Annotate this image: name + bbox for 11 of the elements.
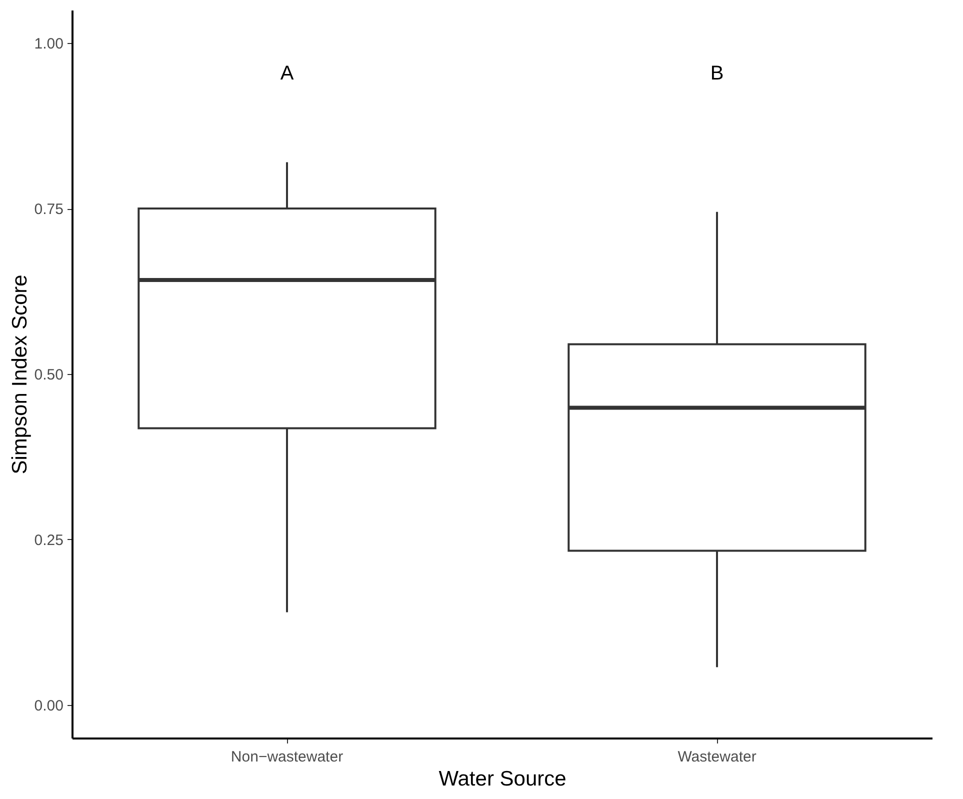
y-axis-title: Simpson Index Score (8, 274, 32, 474)
y-tick-label: 0.50 (34, 366, 64, 384)
annotation: A (280, 62, 294, 84)
y-tick-label: 0.00 (34, 697, 64, 714)
annotation: B (710, 62, 724, 84)
y-tick-label: 0.25 (34, 532, 64, 549)
x-tick-label: Non−wastewater (230, 748, 344, 766)
y-tick-label: 0.75 (34, 201, 64, 218)
x-axis-title: Water Source (438, 768, 566, 790)
y-tick-label: 1.00 (34, 36, 64, 53)
x-tick-label: Wastewater (678, 748, 756, 766)
